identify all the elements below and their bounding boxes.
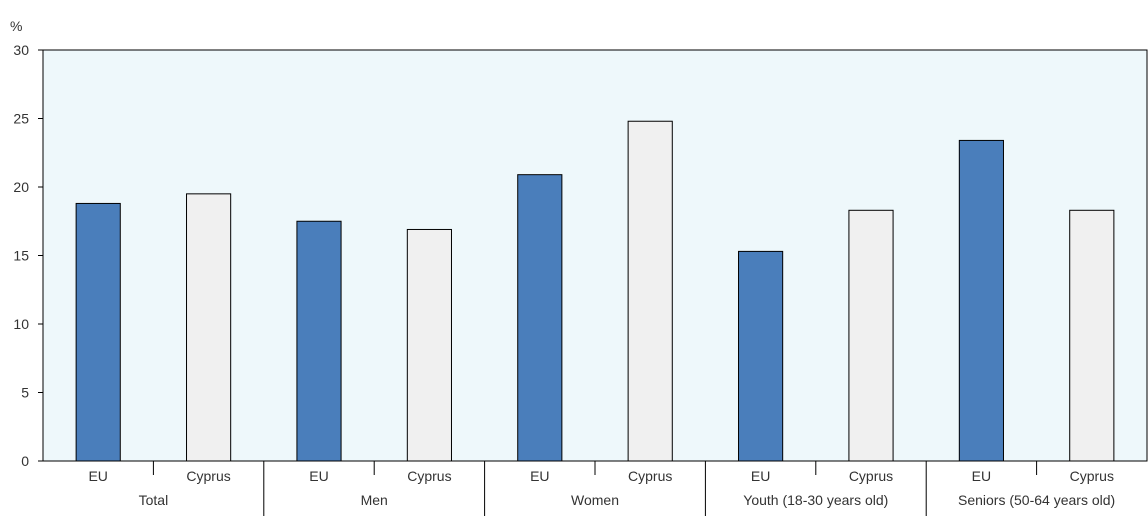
- bar-cyprus: [848, 209, 894, 462]
- series-label: Cyprus: [628, 468, 672, 484]
- y-tick-label: 20: [13, 179, 29, 195]
- series-label: EU: [972, 468, 991, 484]
- bar-eu: [958, 139, 1004, 462]
- y-tick-label: 0: [21, 453, 29, 469]
- series-label: EU: [309, 468, 328, 484]
- y-tick-label: 25: [13, 111, 29, 127]
- series-label: Cyprus: [849, 468, 893, 484]
- bar-eu: [75, 202, 121, 462]
- series-label: Cyprus: [186, 468, 230, 484]
- group-label: Youth (18-30 years old): [743, 492, 888, 508]
- y-unit-label: %: [10, 18, 22, 34]
- series-label: EU: [530, 468, 549, 484]
- bar-eu: [296, 220, 342, 462]
- group-label: Seniors (50-64 years old): [958, 492, 1115, 508]
- series-label: EU: [88, 468, 107, 484]
- y-tick-label: 15: [13, 248, 29, 264]
- plot-area: 0 5 10 15 20 25 30 EU Cyprus Total EU Cyprus Men EU Cy…: [13, 42, 1148, 516]
- group-label: Total: [139, 492, 169, 508]
- bar-eu: [738, 250, 784, 462]
- bar-cyprus: [627, 120, 673, 462]
- y-tick-label: 10: [13, 316, 29, 332]
- group-label: Men: [361, 492, 388, 508]
- bar-cyprus: [1069, 209, 1115, 462]
- y-tick-label: 30: [13, 42, 29, 58]
- y-tick-label: 5: [21, 385, 29, 401]
- bar-cyprus: [186, 193, 232, 462]
- series-label: Cyprus: [407, 468, 451, 484]
- bar-cyprus: [406, 228, 452, 462]
- series-label: EU: [751, 468, 770, 484]
- series-label: Cyprus: [1070, 468, 1114, 484]
- bar-eu: [517, 174, 563, 462]
- group-label: Women: [571, 492, 619, 508]
